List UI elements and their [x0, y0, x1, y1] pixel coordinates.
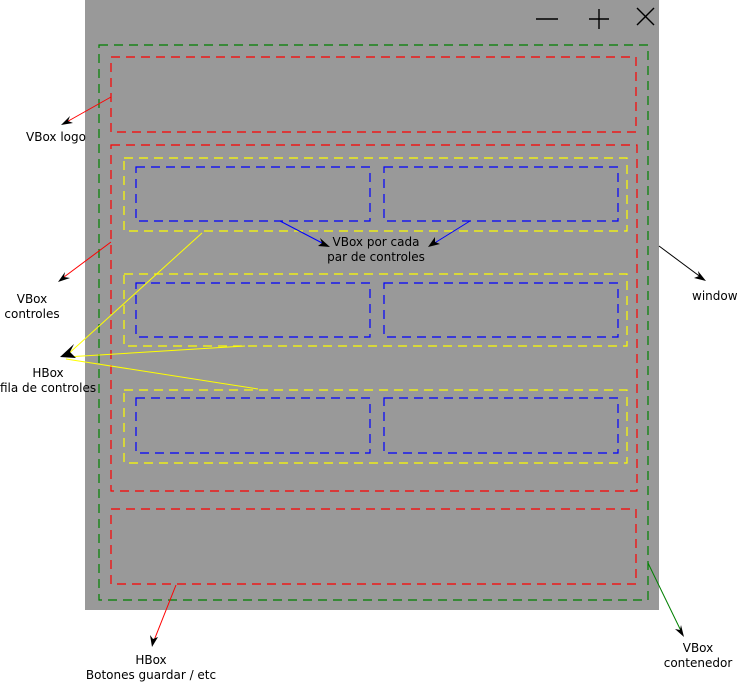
- label-vbox-par: VBox por cada par de controles: [327, 235, 425, 264]
- vbox-par-box: [383, 166, 619, 222]
- hbox-fila-box: [123, 389, 628, 464]
- vbox-par-box: [135, 166, 371, 222]
- label-vbox-controles: VBox controles: [4, 292, 60, 321]
- label-window: window: [692, 289, 737, 303]
- label-hbox-fila: HBox fila de controles: [0, 366, 97, 395]
- arrow-vbox-contenedor: [647, 562, 684, 637]
- vbox-par-box: [135, 397, 371, 454]
- hbox-botones-box: [110, 508, 637, 585]
- vbox-controles-box: [110, 144, 638, 492]
- hbox-fila-box: [123, 273, 628, 347]
- arrow-vbox-logo: [61, 96, 112, 125]
- hbox-fila-box: [123, 157, 628, 232]
- arrow-hbox-fila: [60, 232, 259, 390]
- label-vbox-contenedor: VBox contenedor: [663, 641, 733, 670]
- label-vbox-logo: VBox logo: [26, 130, 86, 144]
- vbox-logo-box: [110, 56, 637, 133]
- window-frame: [85, 0, 659, 610]
- vbox-par-box: [383, 282, 619, 338]
- maximize-icon[interactable]: [589, 9, 609, 29]
- close-icon[interactable]: [636, 7, 655, 26]
- arrow-hbox-botones: [150, 584, 177, 647]
- arrow-vbox-par: [279, 220, 471, 247]
- arrow-window: [658, 245, 706, 281]
- label-hbox-botones: HBox Botones guardar / etc: [85, 653, 217, 682]
- vbox-contenedor-box: [98, 44, 649, 601]
- vbox-par-box: [383, 397, 619, 454]
- vbox-par-box: [135, 282, 371, 338]
- arrow-vbox-controles: [58, 241, 112, 282]
